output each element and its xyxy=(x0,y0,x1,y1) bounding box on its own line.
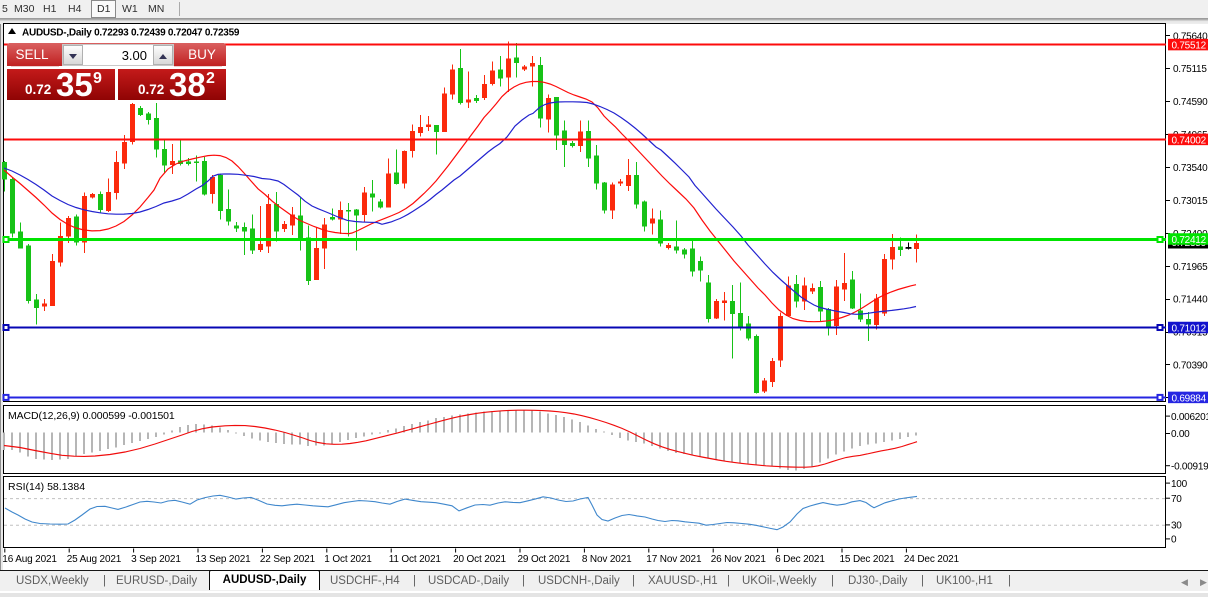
svg-text:24 Dec 2021: 24 Dec 2021 xyxy=(904,554,960,565)
svg-text:17 Nov 2021: 17 Nov 2021 xyxy=(646,554,702,565)
svg-text:0.75512: 0.75512 xyxy=(1172,41,1207,52)
svg-text:25 Aug 2021: 25 Aug 2021 xyxy=(67,554,122,565)
svg-text:0.71012: 0.71012 xyxy=(1172,323,1207,334)
svg-text:13 Sep 2021: 13 Sep 2021 xyxy=(196,554,252,565)
svg-text:0.00: 0.00 xyxy=(1171,429,1190,440)
svg-text:0: 0 xyxy=(1171,535,1177,546)
svg-text:20 Oct 2021: 20 Oct 2021 xyxy=(453,554,506,565)
svg-text:1 Oct 2021: 1 Oct 2021 xyxy=(324,554,372,565)
svg-text:RSI(14) 58.1384: RSI(14) 58.1384 xyxy=(8,481,85,493)
svg-text:MACD(12,26,9) 0.000599 -0.0015: MACD(12,26,9) 0.000599 -0.001501 xyxy=(8,410,175,422)
svg-text:AUDUSD-,Daily 0.72293 0.72439: AUDUSD-,Daily 0.72293 0.72439 0.72047 0.… xyxy=(22,28,240,39)
svg-text:0.71965: 0.71965 xyxy=(1173,262,1208,273)
svg-text:3 Sep 2021: 3 Sep 2021 xyxy=(131,554,181,565)
svg-text:70: 70 xyxy=(1171,494,1182,505)
svg-text:0.72412: 0.72412 xyxy=(1172,235,1207,246)
svg-text:8 Nov 2021: 8 Nov 2021 xyxy=(582,554,632,565)
svg-text:15 Dec 2021: 15 Dec 2021 xyxy=(840,554,896,565)
svg-text:16 Aug 2021: 16 Aug 2021 xyxy=(2,554,57,565)
svg-text:0.70390: 0.70390 xyxy=(1173,361,1208,372)
svg-text:0.75640: 0.75640 xyxy=(1173,31,1208,42)
svg-text:0.73015: 0.73015 xyxy=(1173,196,1208,207)
svg-text:30: 30 xyxy=(1171,521,1182,532)
svg-text:100: 100 xyxy=(1171,479,1188,490)
svg-text:0.69884: 0.69884 xyxy=(1172,393,1207,404)
svg-text:29 Oct 2021: 29 Oct 2021 xyxy=(518,554,571,565)
svg-text:0.74590: 0.74590 xyxy=(1173,97,1208,108)
svg-text:0.73540: 0.73540 xyxy=(1173,163,1208,174)
svg-text:0.71440: 0.71440 xyxy=(1173,295,1208,306)
svg-text:26 Nov 2021: 26 Nov 2021 xyxy=(711,554,767,565)
svg-text:0.006201: 0.006201 xyxy=(1171,412,1208,423)
svg-text:22 Sep 2021: 22 Sep 2021 xyxy=(260,554,316,565)
svg-text:0.74002: 0.74002 xyxy=(1172,135,1207,146)
svg-text:0.75115: 0.75115 xyxy=(1173,64,1207,75)
svg-text:-0.009197: -0.009197 xyxy=(1171,461,1208,472)
svg-text:6 Dec 2021: 6 Dec 2021 xyxy=(775,554,825,565)
svg-text:11 Oct 2021: 11 Oct 2021 xyxy=(389,554,442,565)
